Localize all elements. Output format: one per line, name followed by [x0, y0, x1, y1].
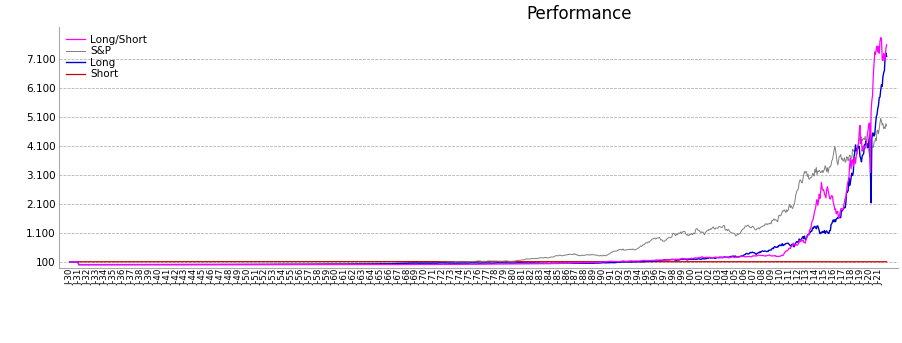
Short	[519, 260, 529, 264]
S&P	[548, 255, 558, 259]
Long/Short	[450, 262, 461, 267]
Long/Short	[465, 262, 476, 266]
Long/Short	[880, 43, 891, 47]
Short	[548, 260, 558, 264]
Long/Short	[64, 260, 75, 264]
Long	[76, 262, 87, 267]
Long	[465, 261, 476, 265]
Long	[548, 261, 558, 265]
S&P	[519, 258, 529, 262]
Short	[465, 260, 476, 264]
Title: Performance: Performance	[526, 5, 631, 23]
Short	[566, 260, 576, 264]
Long/Short	[566, 261, 576, 265]
S&P	[566, 252, 576, 257]
Short	[424, 260, 435, 264]
Short	[223, 260, 234, 264]
Line: Long/Short: Long/Short	[69, 38, 886, 265]
Long	[519, 261, 529, 265]
S&P	[73, 262, 84, 267]
Short	[450, 260, 461, 264]
Long/Short	[73, 263, 84, 267]
Legend: Long/Short, S&P, Long, Short: Long/Short, S&P, Long, Short	[64, 33, 149, 82]
Long	[450, 261, 461, 265]
Long	[64, 260, 75, 264]
Long/Short	[548, 261, 558, 265]
Long/Short	[224, 263, 235, 267]
Short	[880, 260, 891, 264]
Long	[566, 261, 576, 265]
S&P	[874, 116, 885, 120]
S&P	[465, 260, 476, 264]
Short	[833, 260, 843, 264]
Long/Short	[519, 262, 529, 266]
S&P	[880, 124, 891, 128]
Long/Short	[874, 36, 885, 40]
Line: S&P: S&P	[69, 118, 886, 264]
S&P	[450, 260, 461, 264]
Long	[879, 51, 890, 55]
Short	[64, 260, 75, 264]
S&P	[64, 260, 75, 264]
Long	[224, 262, 235, 267]
Long	[880, 54, 891, 58]
Line: Long: Long	[69, 53, 886, 264]
S&P	[224, 262, 235, 267]
